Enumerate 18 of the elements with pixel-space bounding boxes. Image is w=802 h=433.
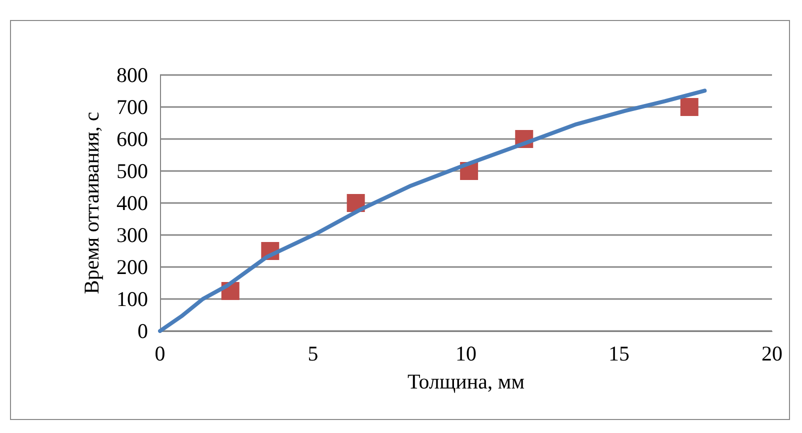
point xyxy=(680,98,698,116)
y-tick-label: 0 xyxy=(138,319,148,343)
x-tick-label: 15 xyxy=(608,342,630,366)
x-tick-label: 5 xyxy=(308,342,318,366)
y-tick-label: 300 xyxy=(116,223,148,247)
y-tick-label: 400 xyxy=(116,191,148,215)
y-axis-title: Время оттаивания, с xyxy=(80,112,104,294)
y-tick-label: 500 xyxy=(116,159,148,183)
y-tick-label: 600 xyxy=(116,127,148,151)
y-tick-label: 800 xyxy=(116,63,148,87)
x-tick-label: 0 xyxy=(154,342,166,366)
x-tick-label: 20 xyxy=(762,342,782,366)
x-axis-title: Толщина, мм xyxy=(408,370,524,394)
y-tick-label: 100 xyxy=(116,287,148,311)
x-tick-label: 10 xyxy=(456,342,476,366)
y-tick-label: 700 xyxy=(116,95,148,119)
y-tick-label: 200 xyxy=(116,255,148,279)
line-series xyxy=(158,88,707,333)
